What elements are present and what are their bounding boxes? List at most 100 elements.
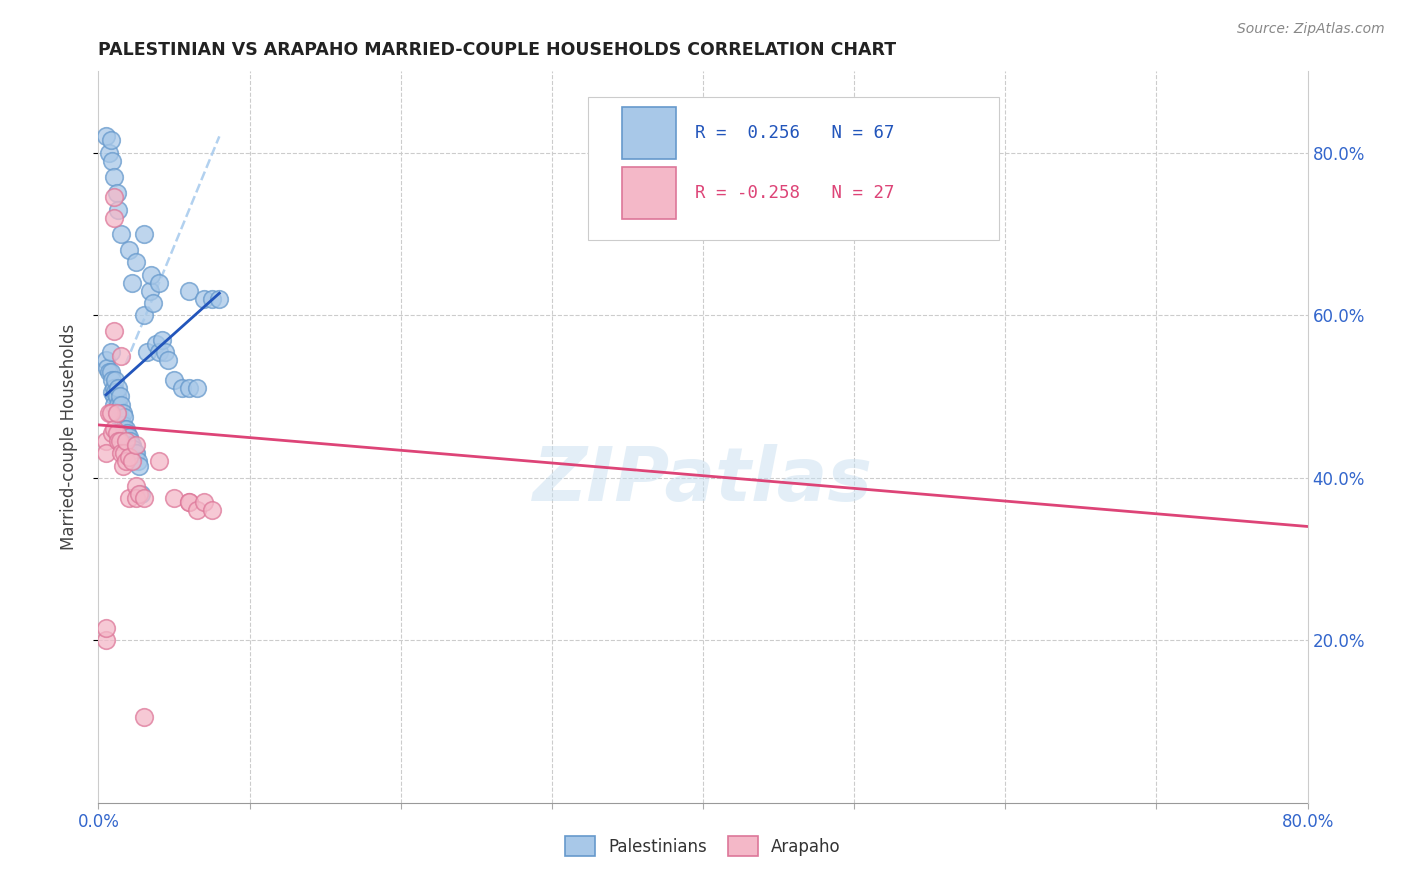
Point — [112, 446, 135, 460]
Point — [121, 276, 143, 290]
Point — [125, 255, 148, 269]
Text: PALESTINIAN VS ARAPAHO MARRIED-COUPLE HOUSEHOLDS CORRELATION CHART: PALESTINIAN VS ARAPAHO MARRIED-COUPLE HO… — [98, 41, 897, 59]
Bar — [621, 107, 676, 160]
Point — [94, 621, 117, 635]
Point — [108, 409, 131, 424]
Point — [103, 211, 125, 225]
Point — [179, 381, 201, 395]
Point — [96, 361, 118, 376]
Text: Source: ZipAtlas.com: Source: ZipAtlas.com — [1237, 22, 1385, 37]
Point — [114, 430, 136, 444]
FancyBboxPatch shape — [588, 97, 1000, 240]
Point — [115, 425, 138, 440]
Point — [118, 491, 141, 505]
Point — [100, 406, 122, 420]
Point — [127, 454, 149, 468]
Point — [201, 292, 224, 306]
Point — [128, 487, 150, 501]
Point — [193, 495, 215, 509]
Point — [101, 373, 124, 387]
Point — [105, 186, 128, 201]
Bar — [621, 167, 676, 219]
Point — [141, 268, 163, 282]
Point — [101, 385, 124, 400]
Point — [132, 491, 155, 505]
Point — [132, 308, 155, 322]
Point — [179, 284, 201, 298]
Point — [103, 325, 125, 339]
Point — [125, 479, 148, 493]
Point — [104, 373, 127, 387]
Point — [107, 434, 129, 449]
Text: ZIPatlas: ZIPatlas — [533, 444, 873, 517]
Point — [120, 434, 142, 449]
Point — [111, 458, 134, 473]
Point — [156, 352, 179, 367]
Point — [193, 292, 215, 306]
Point — [163, 491, 186, 505]
Text: R =  0.256   N = 67: R = 0.256 N = 67 — [695, 124, 894, 142]
Point — [121, 438, 143, 452]
Point — [104, 385, 127, 400]
Point — [110, 446, 132, 460]
Point — [110, 349, 132, 363]
Point — [101, 153, 124, 168]
Point — [105, 406, 128, 420]
Point — [132, 710, 155, 724]
Point — [110, 227, 132, 241]
Point — [94, 129, 117, 144]
Point — [98, 145, 121, 160]
Point — [110, 398, 132, 412]
Point — [103, 190, 125, 204]
Point — [148, 344, 170, 359]
Point — [135, 344, 157, 359]
Point — [100, 365, 122, 379]
Point — [110, 414, 132, 428]
Point — [94, 434, 117, 449]
Point — [108, 434, 131, 449]
Point — [122, 442, 145, 457]
Legend: Palestinians, Arapaho: Palestinians, Arapaho — [557, 828, 849, 864]
Point — [118, 430, 141, 444]
Point — [94, 446, 117, 460]
Point — [100, 133, 122, 147]
Point — [114, 434, 136, 449]
Point — [114, 454, 136, 468]
Point — [98, 365, 121, 379]
Point — [128, 458, 150, 473]
Point — [94, 633, 117, 648]
Point — [179, 495, 201, 509]
Point — [107, 381, 129, 395]
Point — [118, 450, 141, 465]
Point — [94, 352, 117, 367]
Point — [124, 446, 146, 460]
Point — [148, 454, 170, 468]
Point — [111, 406, 134, 420]
Point — [108, 389, 131, 403]
Point — [121, 454, 143, 468]
Point — [148, 276, 170, 290]
Point — [129, 487, 152, 501]
Point — [112, 409, 135, 424]
Point — [186, 381, 208, 395]
Point — [105, 425, 128, 440]
Point — [118, 438, 141, 452]
Point — [114, 422, 136, 436]
Text: R = -0.258   N = 27: R = -0.258 N = 27 — [695, 184, 894, 202]
Point — [103, 169, 125, 184]
Point — [103, 381, 125, 395]
Point — [208, 292, 231, 306]
Point — [103, 422, 125, 436]
Point — [201, 503, 224, 517]
Point — [179, 495, 201, 509]
Point — [100, 344, 122, 359]
Point — [101, 425, 124, 440]
Y-axis label: Married-couple Households: Married-couple Households — [59, 324, 77, 550]
Point — [125, 438, 148, 452]
Point — [145, 336, 167, 351]
Point — [186, 503, 208, 517]
Point — [142, 296, 165, 310]
Point — [98, 406, 121, 420]
Point — [125, 491, 148, 505]
Point — [118, 243, 141, 257]
